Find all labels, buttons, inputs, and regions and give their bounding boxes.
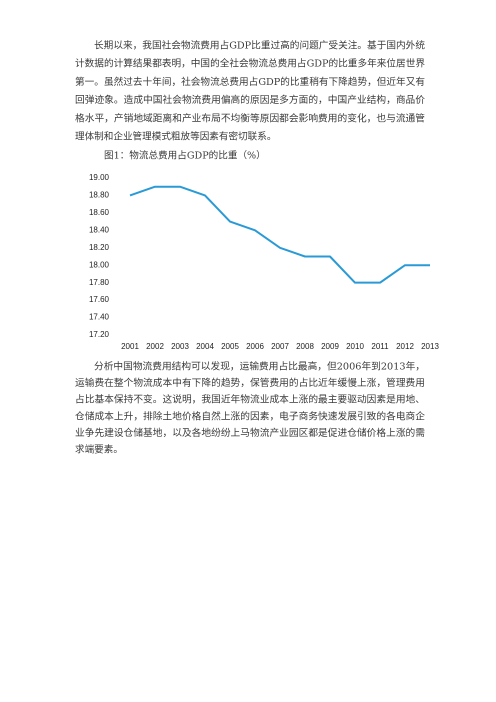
y-tick-label: 17.80 — [89, 278, 110, 287]
x-tick-label: 2013 — [421, 342, 439, 351]
paragraph-line: 长期以来，我国社会物流费用占GDP比重过高的问题广受关注。基于国内外统 — [94, 40, 425, 52]
y-tick-label: 18.80 — [89, 191, 110, 200]
paragraph-line: 格水平，产销地域距离和产业布局不均衡等原因都会影响费用的变化，也与流通管 — [75, 112, 425, 124]
x-tick-label: 2005 — [221, 342, 239, 351]
paragraph-line: 业争先建设仓储基地，以及各地纷纷上马物流产业园区都是促进仓储价格上涨的需 — [75, 427, 425, 439]
x-tick-label: 2004 — [196, 342, 214, 351]
line — [129, 185, 430, 284]
x-tick-label: 2012 — [396, 342, 414, 351]
y-tick-label: 18.40 — [89, 225, 110, 234]
x-tick-label: 2001 — [121, 342, 139, 351]
paragraph-line: 理体制和企业管理模式粗放等因素有密切联系。 — [75, 131, 276, 143]
x-tick-label: 2008 — [296, 342, 314, 351]
y-tick-label: 18.20 — [89, 243, 110, 252]
paragraph-line: 占比基本保持不变。这说明，我国近年物流业成本上涨的最主要驱动因素是用地、 — [75, 394, 425, 406]
figure-caption: 图1：物流总费用占GDP的比重（%） — [104, 150, 266, 162]
x-tick-label: 2009 — [321, 342, 339, 351]
x-tick-label: 2011 — [371, 342, 389, 351]
paragraph-line: 分析中国物流费用结构可以发现，运输费用占比最高，但2006年到2013年， — [94, 361, 425, 373]
paragraph-line: 计数据的计算结果都表明，中国的全社会物流总费用占GDP的比重多年来位居世界 — [75, 58, 425, 70]
x-tick-label: 2002 — [146, 342, 164, 351]
y-tick-label: 18.00 — [89, 260, 110, 269]
y-tick-label: 18.60 — [89, 208, 110, 217]
paragraph-line: 运输费在整个物流成本中有下降的趋势，保管费用的占比近年缓慢上涨，管理费用 — [75, 377, 425, 389]
x-tick-label: 2007 — [271, 342, 289, 351]
paragraph-line: 第一。虽然过去十年间，社会物流总费用占GDP的比重稍有下降趋势，但近年又有 — [75, 76, 425, 88]
x-tick-label: 2006 — [246, 342, 264, 351]
y-tick-label: 17.40 — [89, 313, 110, 322]
y-tick-label: 19.00 — [89, 173, 110, 182]
x-tick-label: 2010 — [346, 342, 364, 351]
paragraph-line: 回弹迹象。造成中国社会物流费用偏高的原因是多方面的，中国产业结构，商品价 — [75, 94, 425, 106]
x-tick-label: 2003 — [171, 342, 189, 351]
paragraph-line: 仓储成本上升，排除土地价格自然上涨的因素，电子商务快速发展引致的各电商企 — [75, 410, 425, 422]
y-tick-label: 17.60 — [89, 295, 110, 304]
paragraph-line: 求端要素。 — [75, 444, 123, 456]
y-tick-label: 17.20 — [89, 330, 110, 339]
